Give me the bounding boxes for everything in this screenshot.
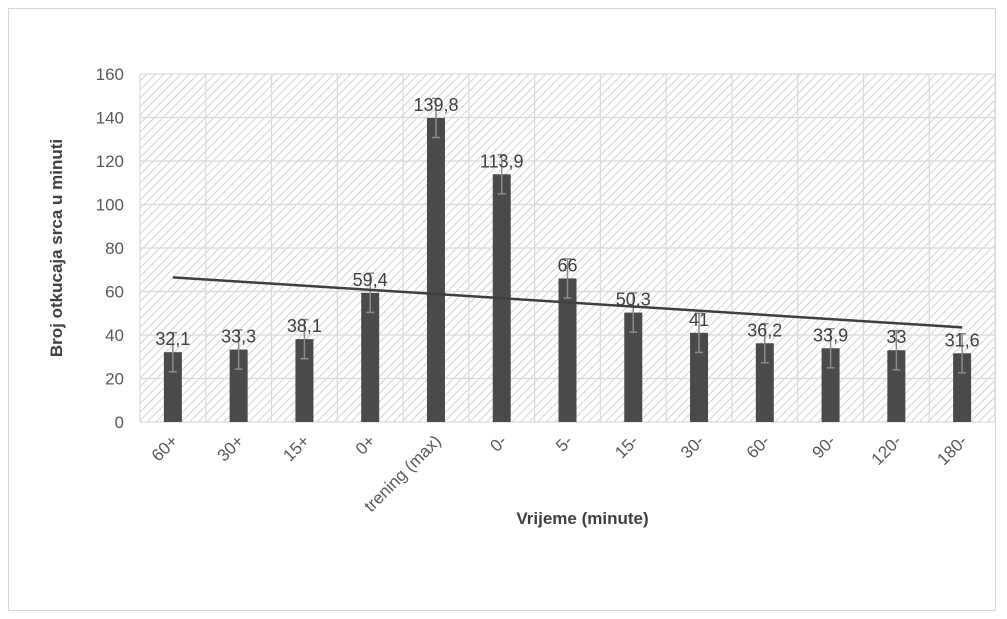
data-label: 38,1 <box>287 316 322 336</box>
bar <box>295 339 314 422</box>
bar <box>558 278 577 422</box>
bar <box>755 343 774 422</box>
y-tick-label: 140 <box>96 109 124 128</box>
x-tick-label: 0- <box>486 431 510 455</box>
y-tick-label: 80 <box>105 239 124 258</box>
data-label: 31,6 <box>945 330 980 350</box>
bar <box>426 117 445 422</box>
bar <box>887 350 906 422</box>
x-tick-label: 60- <box>743 431 774 462</box>
x-tick-label: 15+ <box>279 431 313 465</box>
bar <box>821 348 840 422</box>
data-label: 139,8 <box>413 95 458 115</box>
x-axis-ticks: 60+ 30+ 15+ 0+trening (max) 0- 5- 15- 30- 60- 90-… <box>148 431 971 515</box>
data-label: 33,3 <box>221 327 256 347</box>
y-axis-ticks: 0 20 40 60 80 100 120 140 160 <box>96 65 124 432</box>
y-tick-label: 160 <box>96 65 124 84</box>
y-tick-label: 20 <box>105 370 124 389</box>
x-tick-label: 90- <box>809 431 840 462</box>
bar <box>624 312 643 422</box>
data-labels: 32,1 33,3 38,1 59,4 139,8 113,9 66 50,3 41 36,2 33… <box>155 95 979 350</box>
data-label: 33,9 <box>813 325 848 345</box>
bar <box>361 292 380 422</box>
error-bars <box>168 97 967 374</box>
y-tick-label: 100 <box>96 196 124 215</box>
y-axis-title: Broj otkucaja srca u minuti <box>47 139 66 357</box>
data-label: 36,2 <box>747 320 782 340</box>
data-label: 50,3 <box>616 290 651 310</box>
data-label: 32,1 <box>155 329 190 349</box>
x-tick-label: 30- <box>677 431 708 462</box>
x-tick-label: 120- <box>868 431 905 468</box>
bar <box>953 353 972 422</box>
x-tick-label: 180- <box>933 431 970 468</box>
y-tick-label: 60 <box>105 283 124 302</box>
data-label: 59,4 <box>353 270 388 290</box>
bar <box>163 352 182 422</box>
bar <box>229 349 248 422</box>
y-tick-label: 120 <box>96 152 124 171</box>
data-label: 113,9 <box>480 151 524 171</box>
x-axis-title: Vrijeme (minute) <box>516 509 648 528</box>
x-tick-label: 0+ <box>352 431 379 458</box>
y-tick-label: 0 <box>115 413 124 432</box>
x-tick-label: 30+ <box>214 431 248 465</box>
x-tick-label: 5- <box>552 431 576 455</box>
y-tick-label: 40 <box>105 326 124 345</box>
data-label: 33 <box>886 327 906 347</box>
x-tick-label: 60+ <box>148 431 182 465</box>
data-label: 41 <box>689 310 709 330</box>
bar <box>690 332 709 422</box>
trendline <box>172 276 963 329</box>
data-label: 66 <box>557 255 577 275</box>
gridlines <box>139 73 996 423</box>
x-tick-label: 15- <box>611 431 642 462</box>
